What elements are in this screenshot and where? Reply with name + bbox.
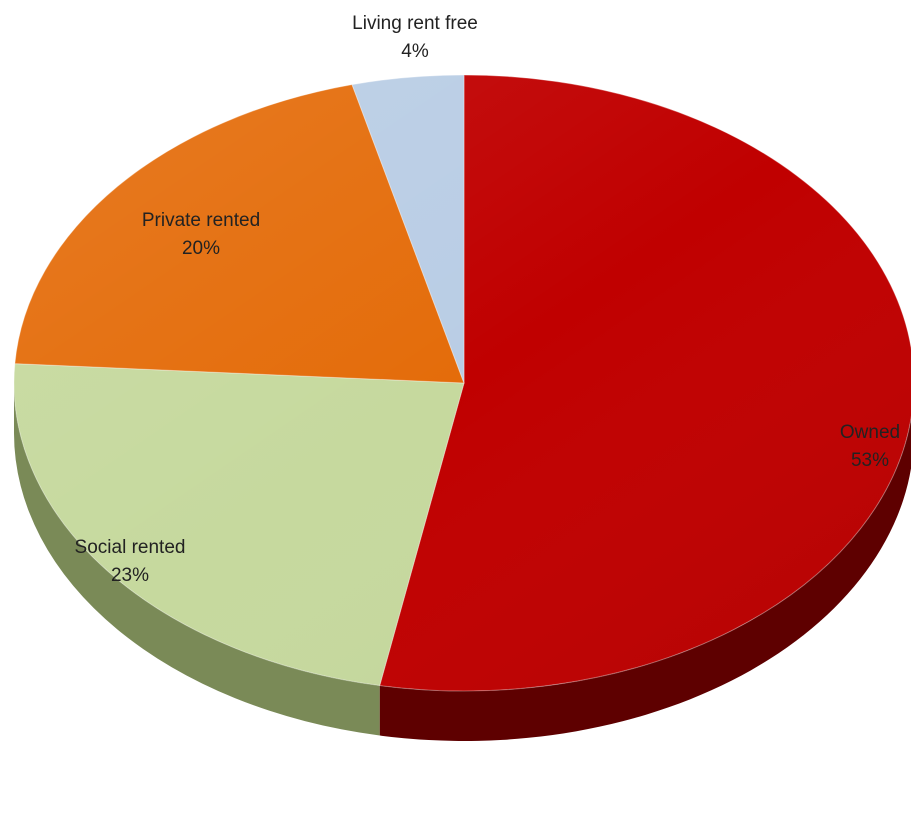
pie-top-layer: [13, 74, 911, 692]
slice-value-social-rented: 23%: [111, 565, 149, 586]
pie-side-social-rented: [14, 383, 380, 736]
slice-label-private-rented: Private rented: [142, 210, 260, 231]
pie-shine-overlay: [14, 75, 911, 691]
slice-value-owned: 53%: [851, 450, 889, 471]
slice-value-private-rented: 20%: [182, 238, 220, 259]
pie-side-owned: [379, 418, 911, 741]
slice-label-social-rented: Social rented: [75, 537, 186, 558]
pie-labels-layer: Owned 53% Social rented 23% Private rented 20…: [75, 13, 901, 586]
slice-value-living-rent-free: 4%: [401, 41, 429, 62]
slice-label-owned: Owned: [840, 422, 900, 443]
slice-label-living-rent-free: Living rent free: [352, 13, 478, 34]
pie-side-layer: [14, 383, 911, 741]
